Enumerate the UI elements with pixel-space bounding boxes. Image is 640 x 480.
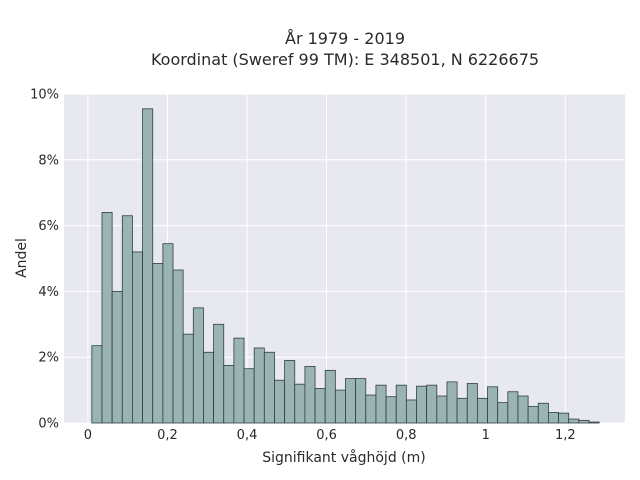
- histogram-bar-41: [497, 402, 509, 424]
- histogram-bar-15: [233, 337, 245, 424]
- histogram-bar-27: [355, 378, 367, 424]
- histogram-bar-22: [304, 366, 316, 424]
- histogram-bar-43: [517, 395, 529, 424]
- histogram-bar-30: [385, 396, 397, 424]
- x-axis-label: Signifikant våghöjd (m): [262, 449, 425, 466]
- histogram-bar-32: [405, 399, 417, 424]
- histogram-bar-48: [568, 418, 580, 424]
- histogram-bar-38: [466, 383, 478, 424]
- histogram-bar-50: [588, 421, 600, 424]
- histogram-bar-9: [172, 269, 184, 424]
- y-tick-label: 10%: [30, 88, 59, 103]
- histogram-bar-35: [436, 395, 448, 424]
- histogram-bar-12: [203, 351, 214, 424]
- histogram-bar-40: [487, 386, 499, 424]
- y-tick-label: 8%: [38, 153, 59, 168]
- histogram-bar-29: [375, 384, 387, 424]
- chart-title-line-1: År 1979 - 2019: [285, 29, 405, 48]
- chart-title-line-2: Koordinat (Sweref 99 TM): E 348501, N 62…: [150, 50, 540, 69]
- histogram-bar-17: [253, 347, 265, 424]
- histogram-bar-2: [101, 212, 113, 424]
- histogram-bar-33: [416, 385, 428, 424]
- histogram-bar-3: [111, 290, 123, 424]
- histogram-bar-36: [446, 381, 458, 424]
- y-axis-label: Andel: [14, 238, 30, 278]
- histogram-bar-34: [426, 384, 438, 424]
- histogram-bar-37: [456, 397, 468, 424]
- histogram-bar-26: [345, 378, 357, 424]
- histogram-bar-45: [537, 402, 549, 424]
- histogram-bar-25: [334, 389, 346, 424]
- histogram-bar-19: [274, 379, 286, 424]
- y-tick-label: 0%: [38, 417, 59, 432]
- histogram-bar-6: [142, 108, 154, 424]
- histogram-bar-20: [284, 360, 296, 424]
- y-tick-label: 6%: [38, 219, 59, 234]
- x-tick-label: 0,2: [157, 428, 178, 443]
- x-tick-label: 1: [482, 428, 490, 443]
- histogram-bars: [91, 108, 600, 424]
- histogram-bar-44: [527, 406, 539, 424]
- histogram-bar-21: [294, 383, 306, 424]
- histogram-bar-5: [132, 251, 143, 424]
- x-tick-label: 0: [84, 428, 92, 443]
- histogram-bar-8: [162, 243, 174, 424]
- histogram-bar-18: [263, 351, 275, 424]
- x-axis-ticks: 0 0,2 0,4 0,6 0,8 1 1,2: [84, 428, 576, 443]
- histogram-bar-39: [476, 397, 488, 424]
- histogram-bar-1: [91, 345, 103, 424]
- histogram-bar-4: [121, 215, 133, 424]
- y-tick-label: 4%: [38, 285, 59, 300]
- x-tick-label: 0,8: [396, 428, 417, 443]
- histogram-bar-47: [558, 412, 570, 424]
- histogram-bar-23: [314, 388, 326, 424]
- histogram-bar-16: [243, 368, 255, 424]
- y-axis-ticks: 0% 2% 4% 6% 8% 10%: [30, 88, 59, 432]
- histogram-bar-13: [213, 323, 225, 424]
- histogram-bar-24: [324, 369, 336, 424]
- histogram-bar-11: [192, 307, 204, 424]
- x-tick-label: 0,6: [316, 428, 337, 443]
- histogram-bar-28: [365, 394, 377, 424]
- histogram-bar-31: [395, 384, 407, 424]
- histogram-bar-14: [223, 365, 235, 424]
- histogram-bar-7: [152, 263, 164, 424]
- x-tick-label: 0,4: [237, 428, 258, 443]
- x-tick-label: 1,2: [555, 428, 576, 443]
- histogram-bar-10: [182, 333, 194, 424]
- y-tick-label: 2%: [38, 351, 59, 366]
- histogram-bar-42: [507, 391, 519, 424]
- histogram-bar-46: [548, 412, 559, 424]
- histogram-bar-49: [578, 419, 590, 424]
